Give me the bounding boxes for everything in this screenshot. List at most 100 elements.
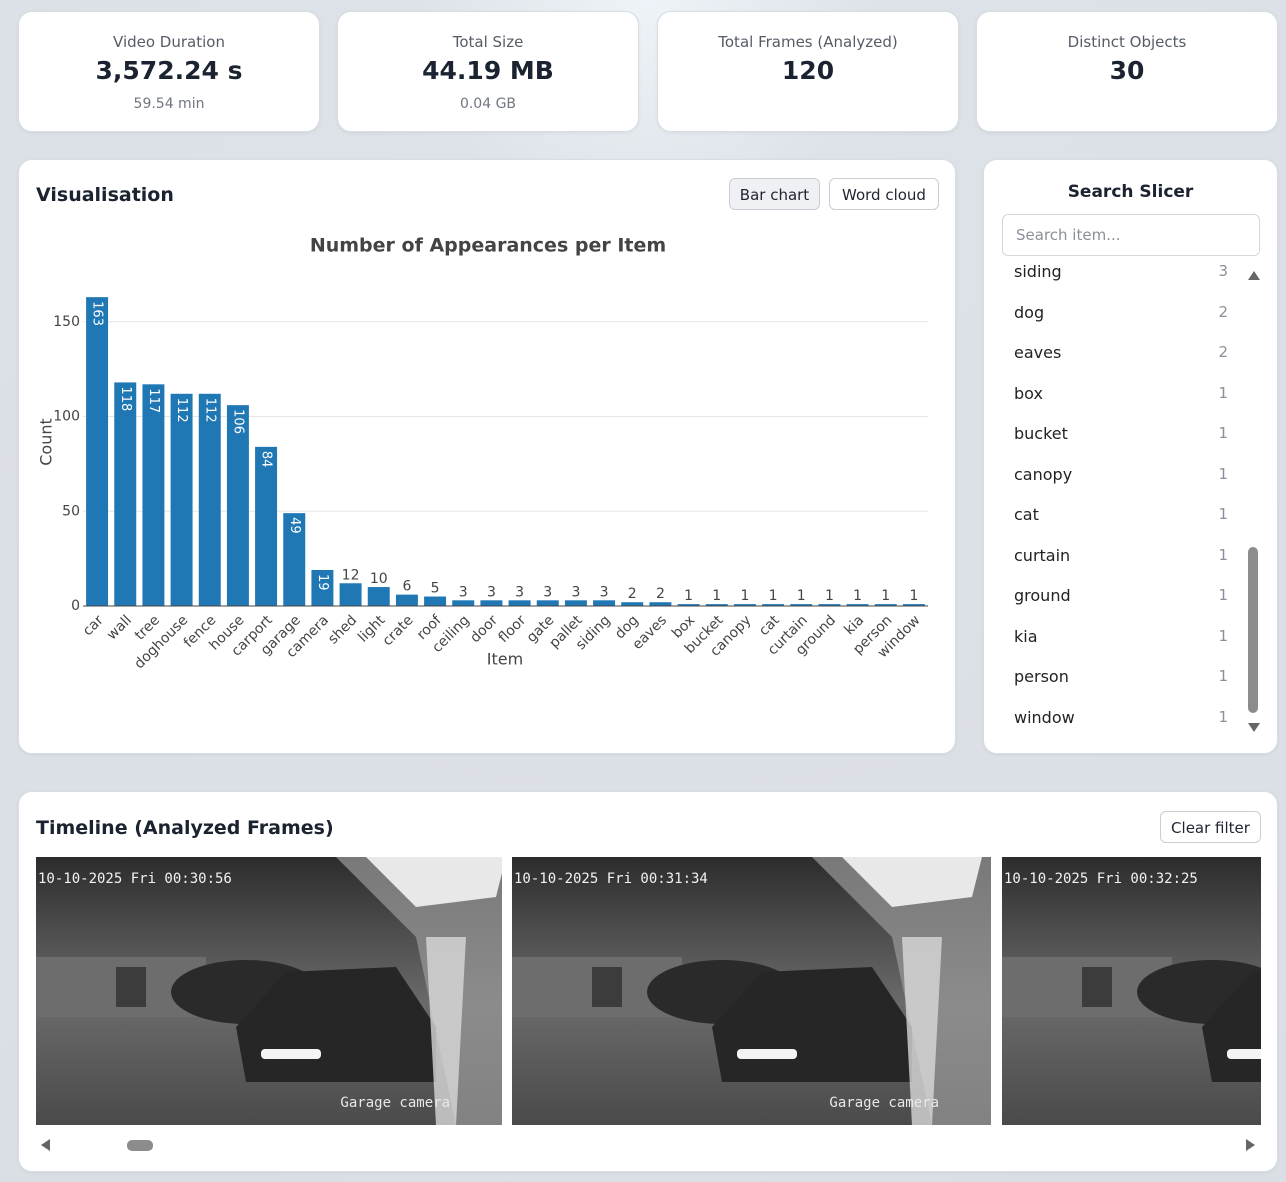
data-label: 3 <box>571 584 580 600</box>
item-name: canopy <box>1014 464 1073 484</box>
bar <box>170 393 193 606</box>
data-label: 2 <box>628 586 637 602</box>
bar <box>226 405 249 606</box>
item-count: 3 <box>1218 262 1228 280</box>
item-name: ground <box>1014 586 1071 605</box>
bar <box>818 604 841 606</box>
slicer-item[interactable]: dog 2 <box>1014 303 1228 325</box>
search-input[interactable]: Search item... <box>1002 214 1260 256</box>
bar <box>902 604 925 606</box>
slicer-item[interactable]: kia 1 <box>1014 627 1228 649</box>
item-count: 1 <box>1218 707 1228 726</box>
frame-caption: Garage camera <box>340 1095 450 1111</box>
bar-chart: Number of Appearances per Item Item Coun… <box>37 235 928 672</box>
timeline-title: Timeline (Analyzed Frames) <box>36 817 334 839</box>
item-name: kia <box>1014 626 1038 646</box>
bar <box>114 382 137 606</box>
bar <box>452 600 475 606</box>
item-count: 1 <box>1218 667 1228 685</box>
slicer-item[interactable]: eaves 2 <box>1014 343 1228 365</box>
frame-timestamp: 10-10-2025 Fri 00:30:56 <box>38 871 232 887</box>
scroll-left[interactable] <box>41 1139 50 1151</box>
frame-thumbnail[interactable]: 10-10-2025 Fri 00:31:34 Garage camera <box>512 857 991 1125</box>
bar <box>649 602 672 606</box>
data-label: 10 <box>370 571 388 587</box>
data-label: 1 <box>825 588 834 604</box>
data-label: 117 <box>146 388 161 413</box>
slicer-item[interactable]: box 1 <box>1014 384 1228 406</box>
data-label: 1 <box>909 588 918 604</box>
data-label: 1 <box>769 588 778 604</box>
scroll-thumb[interactable] <box>1248 547 1258 713</box>
x-tick-label: shed <box>325 612 360 647</box>
item-count: 1 <box>1218 505 1228 523</box>
item-name: siding <box>1014 262 1062 281</box>
scrollbar[interactable] <box>1242 265 1262 745</box>
bar <box>142 384 165 606</box>
slicer-item[interactable]: cat 1 <box>1014 505 1228 527</box>
frame-scene <box>36 857 502 1125</box>
scroll-down[interactable] <box>1248 723 1260 732</box>
kpi-value: 44.19 MB <box>422 56 554 85</box>
bar <box>198 393 221 606</box>
data-label: 1 <box>853 588 862 604</box>
bar <box>621 602 644 606</box>
bar <box>762 604 785 606</box>
item-count: 1 <box>1218 383 1228 402</box>
scroll-thumb[interactable] <box>127 1140 153 1151</box>
bar-chart-button[interactable]: Bar chart <box>729 178 820 210</box>
x-tick-label: door <box>467 612 501 646</box>
x-tick-label: wall <box>104 612 135 643</box>
slicer-item[interactable]: curtain 1 <box>1014 546 1228 568</box>
kpi-value: 3,572.24 s <box>95 56 243 85</box>
item-count: 1 <box>1218 545 1228 564</box>
bar <box>564 600 587 606</box>
data-label: 3 <box>515 584 524 600</box>
bar <box>677 604 700 606</box>
slicer-item[interactable]: bucket 1 <box>1014 424 1228 446</box>
search-placeholder: Search item... <box>1016 226 1121 244</box>
item-name: cat <box>1014 505 1039 524</box>
scroll-up[interactable] <box>1248 271 1260 280</box>
card-title: Visualisation <box>36 184 174 206</box>
timeline-card: Timeline (Analyzed Frames) Clear filter … <box>18 791 1278 1172</box>
word-cloud-button[interactable]: Word cloud <box>829 178 939 210</box>
bar <box>395 594 418 606</box>
kpi-value: 30 <box>1109 56 1145 85</box>
slicer-list: siding 3 dog 2 eaves 2 box 1 bucket 1 canopy 1 cat 1 c… <box>984 260 1244 740</box>
chart-title: Number of Appearances per Item <box>310 235 666 257</box>
item-name: window <box>1014 707 1075 727</box>
item-name: eaves <box>1014 343 1062 362</box>
bar <box>255 446 278 606</box>
data-label: 3 <box>543 584 552 600</box>
data-label: 1 <box>881 588 890 604</box>
y-tick-label: 0 <box>71 598 80 614</box>
frame-thumbnail[interactable]: 10-10-2025 Fri 00:30:56 Garage camera <box>36 857 502 1125</box>
item-count: 1 <box>1218 464 1228 483</box>
x-tick-label: car <box>80 612 107 639</box>
slicer-item[interactable]: ground 1 <box>1014 586 1228 608</box>
data-label: 112 <box>174 398 189 423</box>
x-axis-title: Item <box>487 650 523 669</box>
kpi-label: Video Duration <box>113 33 225 51</box>
clear-filter-button[interactable]: Clear filter <box>1160 811 1261 843</box>
slicer-item[interactable]: siding 3 <box>1014 262 1228 284</box>
y-axis-title: Count <box>37 418 56 466</box>
data-label: 6 <box>402 579 411 595</box>
item-count: 1 <box>1218 424 1228 442</box>
kpi-card: Video Duration 3,572.24 s 59.54 min <box>18 11 320 132</box>
slicer-item[interactable]: person 1 <box>1014 667 1228 689</box>
kpi-label: Total Frames (Analyzed) <box>718 33 898 51</box>
slicer-card: Search Slicer Search item... siding 3 dog 2… <box>983 159 1278 754</box>
slicer-item[interactable]: canopy 1 <box>1014 465 1228 487</box>
horizontal-scrollbar[interactable] <box>36 1133 1266 1157</box>
data-label: 1 <box>712 588 721 604</box>
data-label: 5 <box>431 581 440 597</box>
frame-timestamp: 10-10-2025 Fri 00:31:34 <box>514 871 708 887</box>
slicer-item[interactable]: window 1 <box>1014 708 1228 730</box>
scroll-right[interactable] <box>1246 1139 1255 1151</box>
frame-thumbnail[interactable]: 10-10-2025 Fri 00:32:25 <box>1002 857 1261 1125</box>
data-label: 112 <box>202 398 217 423</box>
